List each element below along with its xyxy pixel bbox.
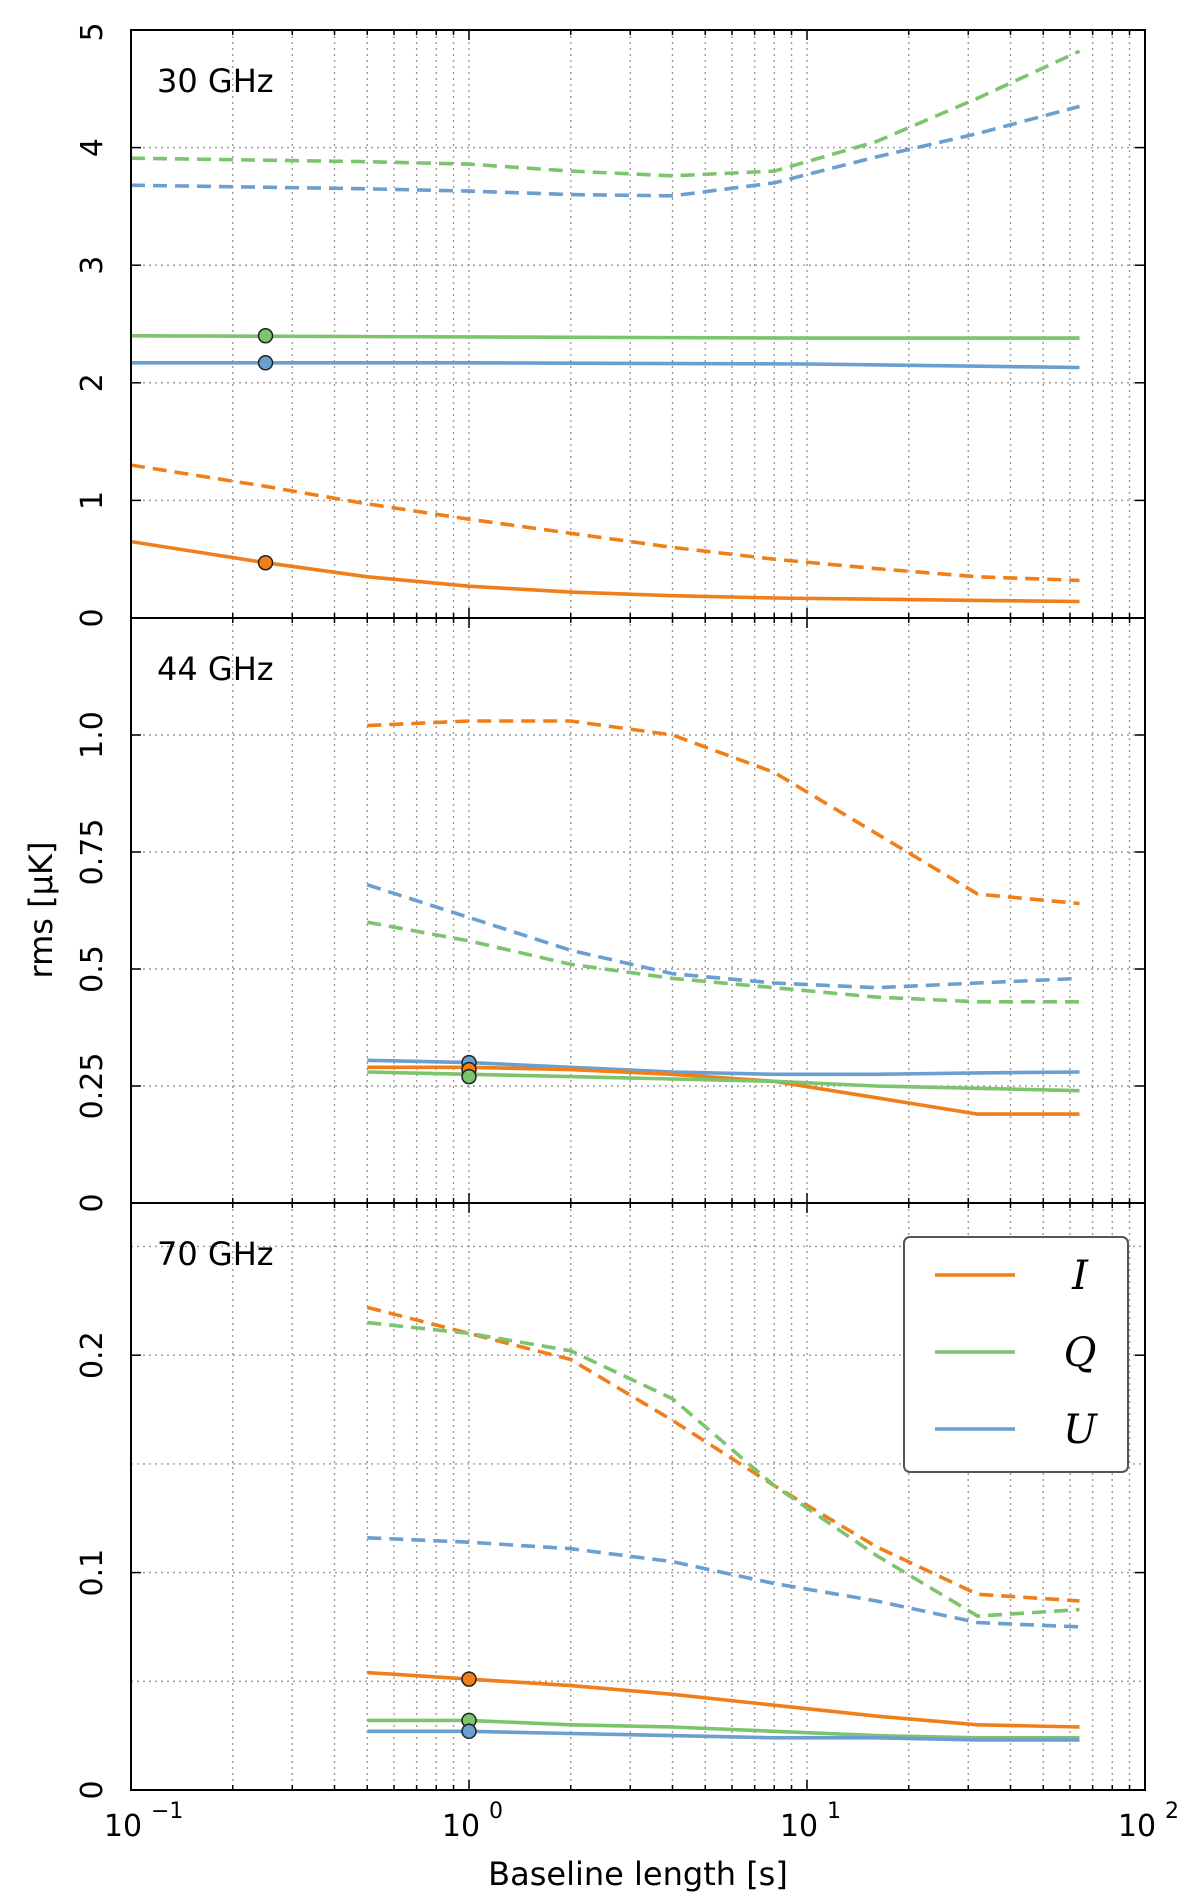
legend-label-U: U (1063, 1407, 1098, 1453)
x-tick-label: 10 (104, 1809, 142, 1844)
series-I-dashed (131, 463, 1080, 583)
y-tick-label: 2 (75, 373, 110, 392)
y-tick-label: 0.5 (75, 945, 110, 993)
series-Q-solid (367, 1718, 1080, 1740)
y-tick-label: 0 (75, 1780, 110, 1799)
y-tick-label: 0 (75, 608, 110, 627)
x-tick-label: 10 (442, 1809, 480, 1844)
grid (131, 618, 1145, 1203)
series-U-dashed (131, 104, 1080, 198)
y-tick-label: 0.1 (75, 1549, 110, 1597)
marker-I (257, 554, 274, 571)
x-tick-label-exponent: 0 (489, 1799, 503, 1824)
y-tick-label: 1.0 (75, 711, 110, 759)
y-tick-label: 5 (75, 22, 110, 41)
series-Q-solid (131, 333, 1080, 340)
y-tick-label: 0 (75, 1193, 110, 1212)
series-U-solid (367, 1058, 1080, 1077)
ticks (130, 29, 1146, 619)
legend-label-Q: Q (1064, 1330, 1097, 1376)
series-Q-dashed (131, 49, 1081, 178)
series-Q-dashed (367, 1320, 1080, 1618)
series-U-solid (131, 360, 1080, 370)
panel-frame (130, 29, 1146, 619)
marker-U (461, 1723, 477, 1740)
series-group (366, 719, 1080, 1116)
legend: IQU (903, 1236, 1129, 1473)
legend-label-I: I (1071, 1253, 1089, 1299)
panel-44-ghz: 0 0.25 0.5 0.75 1.0 44 GHz (75, 617, 1146, 1213)
marker-U (257, 355, 274, 371)
x-tick-label: 10 (780, 1809, 818, 1844)
y-tick-label: 4 (75, 138, 110, 157)
panel-label: 70 GHz (157, 1235, 274, 1273)
series-U-dashed (367, 1536, 1080, 1629)
series-Q-solid (367, 1070, 1080, 1093)
panel-label: 30 GHz (157, 62, 274, 100)
x-axis-title: Baseline length [s] (488, 1855, 788, 1893)
marker-I (461, 1671, 477, 1687)
series-I-solid (131, 539, 1080, 604)
series-group (366, 1305, 1080, 1742)
marker-Q (461, 1068, 477, 1085)
x-tick-label: 10 (1118, 1809, 1156, 1844)
series-I-solid (367, 1065, 1080, 1116)
series-I-dashed (367, 719, 1080, 906)
series-group (131, 49, 1081, 604)
series-Q-dashed (366, 920, 1080, 1004)
y-tick-label: 0.75 (75, 819, 110, 886)
y-tick-label: 0.25 (75, 1053, 110, 1120)
legend-box (903, 1236, 1129, 1473)
panel-30-ghz: 0 1 2 3 4 5 30 GHz (75, 22, 1146, 628)
x-tick-label-exponent: 1 (827, 1799, 841, 1824)
x-tick-label-exponent: −1 (151, 1799, 183, 1824)
y-tick-label: 0.2 (75, 1331, 110, 1379)
y-tick-label: 1 (75, 491, 110, 510)
panel-frame (130, 1202, 1146, 1791)
x-tick-labels: 10 −1 10 0 10 1 10 2 (104, 1799, 1179, 1844)
x-tick-label-exponent: 2 (1165, 1799, 1179, 1824)
series-I-solid (367, 1670, 1080, 1729)
series-U-dashed (366, 883, 1080, 990)
series-U-solid (367, 1729, 1080, 1742)
marker-Q (257, 328, 274, 344)
y-axis-title: rms [μK] (22, 842, 60, 979)
panel-label: 44 GHz (157, 650, 274, 688)
plot-root: 0 1 2 3 4 5 30 GHz 0 0.25 0.5 0.75 1.0 44 GHz 0 0.1 0.2… (22, 22, 1179, 1893)
y-tick-label: 3 (75, 256, 110, 275)
grid (131, 30, 1145, 618)
